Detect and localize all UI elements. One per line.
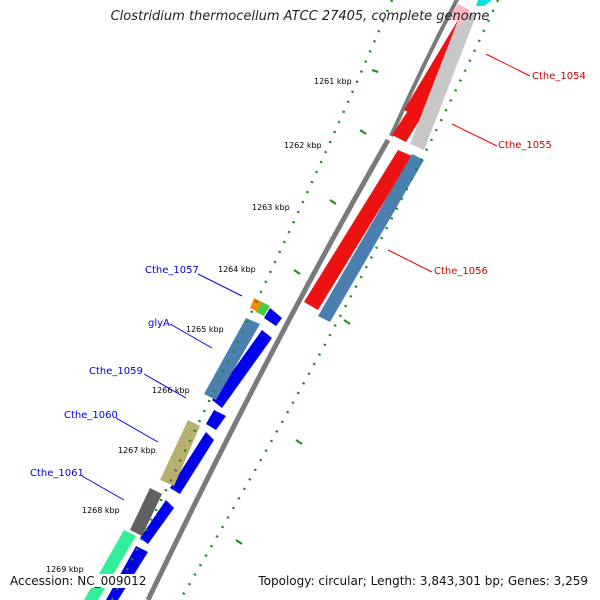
feature-pink	[450, 4, 470, 24]
accession-label: Accession: NC_009012	[8, 574, 149, 588]
tick-label: 1266 kbp	[152, 386, 190, 395]
tick-label: 1268 kbp	[82, 506, 120, 515]
gene-label-cthe-1054: Cthe_1054	[532, 71, 586, 82]
tick-label: 1265 kbp	[186, 325, 224, 334]
cds-cthe-1061[interactable]	[140, 500, 174, 544]
backbone-arc-top	[389, 0, 460, 137]
cds-cthe-1059[interactable]	[206, 410, 226, 430]
feature-steelblue-inner	[204, 318, 260, 400]
tick-label: 1263 kbp	[252, 203, 290, 212]
gene-label-cthe-1059: Cthe_1059	[89, 366, 143, 377]
cds-cthe-1057[interactable]	[264, 308, 282, 326]
feature-steelblue	[318, 154, 424, 322]
forward-cds-features	[106, 308, 282, 600]
feature-green	[256, 302, 270, 316]
feature-khaki	[160, 420, 200, 486]
genome-summary: Topology: circular; Length: 3,843,301 bp…	[256, 574, 590, 588]
gene-label-cthe-1055: Cthe_1055	[498, 140, 552, 151]
inner-features	[84, 298, 270, 600]
tick-label: 1267 kbp	[118, 446, 156, 455]
reverse-gene-labels: Cthe_1054 Cthe_1055 Cthe_1056	[434, 71, 586, 277]
outer-features	[318, 0, 492, 322]
tick-label: 1262 kbp	[284, 141, 322, 150]
skew-dashes	[235, 69, 379, 545]
cds-cthe-1060[interactable]	[170, 432, 214, 494]
tick-label: 1261 kbp	[314, 77, 352, 86]
gene-label-cthe-1057: Cthe_1057	[145, 265, 199, 276]
feature-grey	[410, 10, 476, 150]
map-title: Clostridium thermocellum ATCC 27405, com…	[110, 9, 490, 24]
forward-gene-labels: Cthe_1057 glyA Cthe_1059 Cthe_1060 Cthe_…	[30, 265, 199, 479]
forward-label-lines	[81, 273, 243, 501]
backbone-arc	[145, 138, 391, 600]
tick-label: 1269 kbp	[46, 565, 84, 574]
cds-glya[interactable]	[212, 330, 272, 408]
tick-label: 1264 kbp	[218, 265, 256, 274]
cds-cthe-1056[interactable]	[304, 150, 412, 310]
feature-cyan	[476, 0, 492, 6]
feature-darkgrey	[130, 488, 162, 536]
tick-labels: 1261 kbp 1262 kbp 1263 kbp 1264 kbp 1265…	[46, 77, 352, 574]
gene-label-cthe-1060: Cthe_1060	[64, 410, 118, 421]
gene-label-cthe-1056: Cthe_1056	[434, 266, 488, 277]
gene-label-cthe-1061: Cthe_1061	[30, 468, 84, 479]
gene-label-glya: glyA	[148, 318, 170, 329]
reverse-label-lines	[387, 53, 531, 273]
